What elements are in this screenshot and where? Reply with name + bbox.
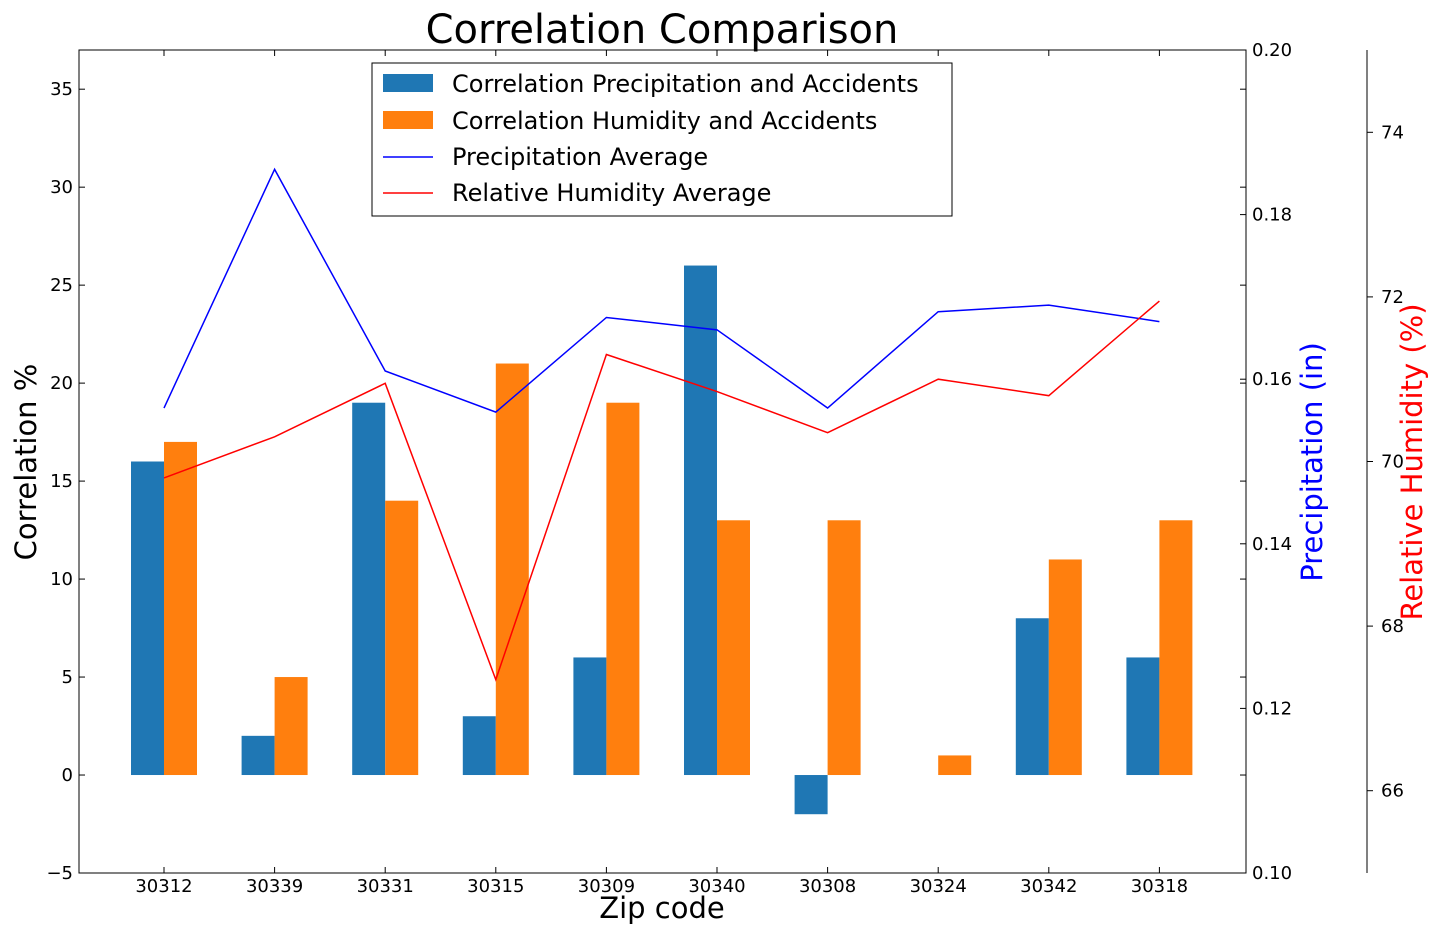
lines-layer [163,167,1160,682]
humidity-correlation-bar [717,520,750,776]
precip-correlation-bar [241,735,275,776]
humidity-correlation-bar [495,363,529,776]
humidity-correlation-bar [164,441,197,776]
precip-correlation-bar [131,461,164,776]
left-axis: −5 0 5 10 15 20 25 30 35 [46,79,1246,884]
x-tick-label: 30315 [467,876,524,897]
x-tick-label: 30312 [135,876,192,897]
humidity-correlation-bar [827,520,861,776]
y-tick-label: 5 [62,667,73,688]
x-tick-label: 30308 [799,876,856,897]
humidity-axis: 66 68 70 72 74 [1366,50,1404,873]
y3-tick-label: 74 [1381,122,1404,143]
y2-tick-label: 0.18 [1252,205,1292,226]
y-tick-label: 25 [50,275,73,296]
y-tick-label: −5 [46,863,73,884]
y-tick-label: 0 [62,765,73,786]
x-tick-label: 30324 [910,876,967,897]
x-tick-label: 30339 [246,876,303,897]
humidity-correlation-bar [1048,559,1082,776]
chart-title: Correlation Comparison [426,7,899,53]
legend-label: Correlation Humidity and Accidents [452,107,877,135]
precip-correlation-bar [794,775,828,815]
x-tick-label: 30309 [578,876,635,897]
y2-tick-label: 0.10 [1252,863,1292,884]
precipitation-average-line [163,167,1160,413]
humidity-correlation-bar [274,677,308,776]
y2-tick-label: 0.16 [1252,369,1292,390]
legend: Correlation Precipitation and Accidents … [371,62,953,217]
precip-correlation-bar [1126,657,1160,776]
humidity-correlation-bar [1159,520,1193,776]
y-tick-label: 15 [50,471,73,492]
humidity-correlation-bar [606,402,640,776]
x-axis-label: Zip code [599,891,725,925]
legend-swatch-precip-bar [383,74,433,92]
y2-tick-label: 0.12 [1252,698,1292,719]
y-tick-label: 20 [50,373,73,394]
y3-axis-label: Relative Humidity (%) [1395,303,1429,620]
y-tick-label: 10 [50,569,73,590]
y3-tick-label: 70 [1381,452,1404,473]
legend-label: Relative Humidity Average [452,179,771,207]
x-tick-label: 30318 [1131,876,1188,897]
precip-correlation-bar [573,657,607,776]
y3-tick-label: 72 [1381,287,1404,308]
humidity-average-line [163,300,1160,682]
precip-correlation-bar [462,716,496,776]
x-tick-label: 30331 [357,876,414,897]
bars-layer [131,265,1193,815]
humidity-correlation-bar [938,755,972,776]
y3-tick-label: 66 [1381,781,1404,802]
x-tick-label: 30340 [688,876,745,897]
precip-correlation-bar [352,402,386,776]
plot-frame [78,49,1247,874]
y3-tick-label: 68 [1381,616,1404,637]
y-tick-label: 30 [50,177,73,198]
legend-label: Correlation Precipitation and Accidents [452,70,919,98]
precipitation-axis: 0.10 0.12 0.14 0.16 0.18 0.20 [1240,40,1292,884]
legend-label: Precipitation Average [452,143,708,171]
y-tick-label: 35 [50,79,73,100]
y2-tick-label: 0.14 [1252,534,1292,555]
legend-frame [371,62,953,217]
legend-swatch-humidity-bar [383,111,433,129]
precip-correlation-bar [1015,618,1049,776]
precip-correlation-bar [684,265,717,776]
x-axis: 30312 30339 30331 30315 30309 30340 30308 30324… [135,50,1188,897]
x-tick-label: 30342 [1020,876,1077,897]
y2-axis-label: Precipitation (in) [1295,342,1329,582]
humidity-correlation-bar [385,500,419,776]
y-axis-label: Correlation % [9,364,43,561]
y2-tick-label: 0.20 [1252,40,1292,61]
